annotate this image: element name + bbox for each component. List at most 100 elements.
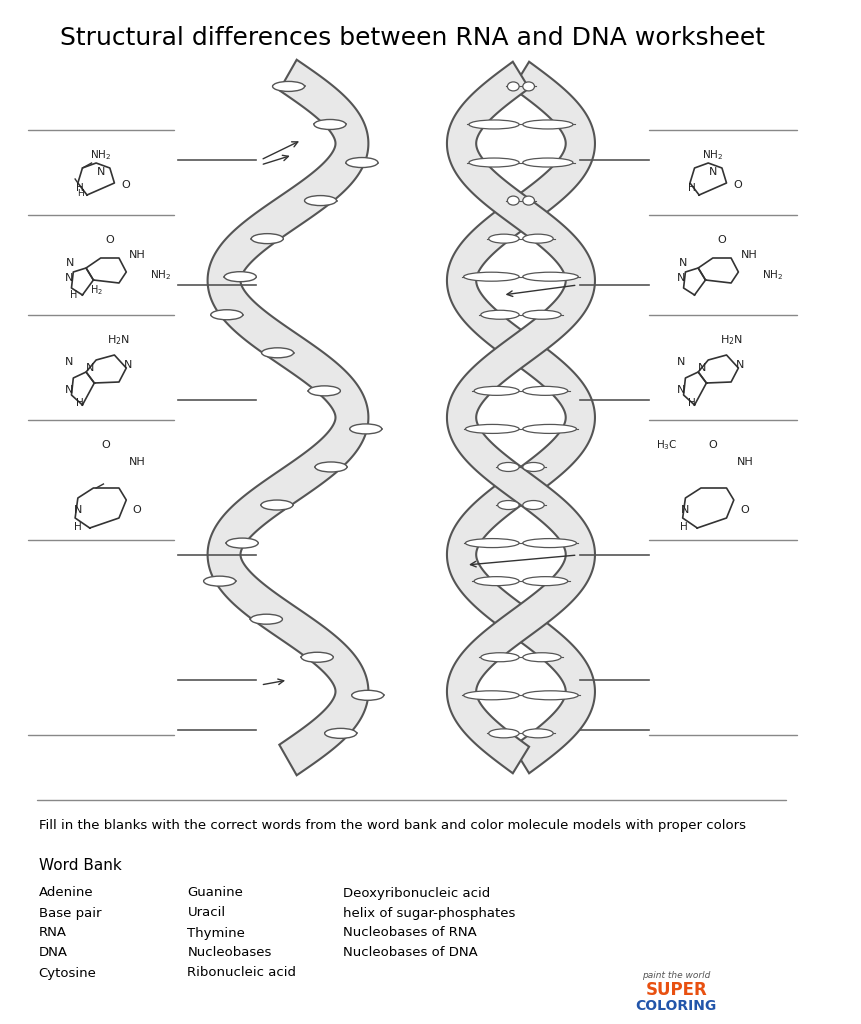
- Text: Structural differences between RNA and DNA worksheet: Structural differences between RNA and D…: [59, 26, 764, 50]
- Ellipse shape: [480, 310, 518, 319]
- Text: N: N: [66, 258, 75, 268]
- Text: N: N: [735, 360, 744, 370]
- Text: DNA: DNA: [39, 946, 67, 959]
- Ellipse shape: [272, 82, 304, 91]
- Text: H$_2$: H$_2$: [90, 283, 102, 297]
- Text: O: O: [708, 440, 716, 450]
- Text: N: N: [676, 385, 684, 395]
- Text: N: N: [73, 505, 82, 515]
- Ellipse shape: [463, 272, 518, 282]
- Text: N: N: [708, 167, 716, 177]
- Text: NH: NH: [128, 457, 146, 467]
- Ellipse shape: [480, 652, 518, 662]
- Ellipse shape: [465, 424, 518, 433]
- Text: N: N: [65, 385, 73, 395]
- Ellipse shape: [497, 463, 518, 471]
- Polygon shape: [447, 61, 594, 773]
- Ellipse shape: [304, 196, 336, 206]
- Ellipse shape: [522, 82, 534, 91]
- Text: Guanine: Guanine: [188, 887, 243, 899]
- Text: NH$_2$: NH$_2$: [761, 268, 782, 282]
- Text: NH: NH: [128, 250, 146, 260]
- Text: Nucleobases of RNA: Nucleobases of RNA: [343, 927, 476, 939]
- Text: H$_3$C: H$_3$C: [655, 438, 677, 452]
- Ellipse shape: [313, 120, 345, 129]
- Text: O: O: [716, 234, 726, 245]
- Text: RNA: RNA: [39, 927, 66, 939]
- Ellipse shape: [345, 158, 377, 168]
- Text: H$_2$N: H$_2$N: [719, 333, 741, 347]
- Text: Nucleobases: Nucleobases: [188, 946, 271, 959]
- Ellipse shape: [522, 424, 576, 433]
- Ellipse shape: [497, 501, 518, 510]
- Text: Nucleobases of DNA: Nucleobases of DNA: [343, 946, 477, 959]
- Text: O: O: [732, 180, 741, 190]
- Ellipse shape: [507, 82, 518, 91]
- Ellipse shape: [522, 196, 534, 205]
- Text: O: O: [740, 505, 748, 515]
- Polygon shape: [208, 59, 368, 775]
- Text: NH$_2$: NH$_2$: [702, 148, 722, 162]
- Ellipse shape: [522, 501, 543, 510]
- Text: Thymine: Thymine: [188, 927, 245, 939]
- Ellipse shape: [300, 652, 333, 663]
- Text: N: N: [85, 362, 94, 373]
- Text: N: N: [676, 273, 684, 283]
- Ellipse shape: [522, 234, 553, 243]
- Text: paint the world: paint the world: [641, 971, 709, 980]
- Ellipse shape: [474, 386, 518, 395]
- Text: N: N: [680, 505, 689, 515]
- Ellipse shape: [465, 539, 518, 548]
- Text: COLORING: COLORING: [635, 999, 716, 1013]
- Ellipse shape: [488, 234, 518, 243]
- Ellipse shape: [468, 158, 518, 167]
- Text: SUPER: SUPER: [645, 981, 706, 999]
- Ellipse shape: [522, 691, 578, 699]
- Ellipse shape: [522, 158, 573, 167]
- Text: Uracil: Uracil: [188, 906, 226, 920]
- Ellipse shape: [522, 463, 543, 471]
- Text: H: H: [679, 522, 687, 532]
- Ellipse shape: [261, 348, 294, 357]
- Ellipse shape: [325, 728, 356, 738]
- Text: N: N: [65, 273, 73, 283]
- Polygon shape: [447, 61, 594, 773]
- Ellipse shape: [351, 690, 383, 700]
- Ellipse shape: [203, 577, 235, 586]
- Text: H: H: [70, 290, 77, 300]
- Text: Fill in the blanks with the correct words from the word bank and color molecule : Fill in the blanks with the correct word…: [39, 818, 745, 831]
- Ellipse shape: [211, 309, 243, 319]
- Ellipse shape: [522, 577, 567, 586]
- Ellipse shape: [488, 729, 518, 738]
- Text: O: O: [121, 180, 130, 190]
- Ellipse shape: [251, 614, 282, 625]
- Ellipse shape: [522, 539, 576, 548]
- Text: Cytosine: Cytosine: [39, 967, 96, 980]
- Text: N: N: [676, 357, 684, 367]
- Text: Word Bank: Word Bank: [39, 857, 121, 872]
- Text: NH$_2$: NH$_2$: [90, 148, 111, 162]
- Ellipse shape: [522, 386, 567, 395]
- Ellipse shape: [474, 577, 518, 586]
- Text: O: O: [101, 440, 109, 450]
- Text: H: H: [76, 398, 84, 408]
- Text: Base pair: Base pair: [39, 906, 101, 920]
- Ellipse shape: [224, 271, 256, 282]
- Text: Ribonucleic acid: Ribonucleic acid: [188, 967, 296, 980]
- Text: H$_2$N: H$_2$N: [108, 333, 130, 347]
- Text: N: N: [65, 357, 73, 367]
- Text: NH: NH: [740, 250, 757, 260]
- Text: Adenine: Adenine: [39, 887, 93, 899]
- Ellipse shape: [350, 424, 381, 434]
- Ellipse shape: [226, 538, 258, 548]
- Text: N: N: [96, 167, 105, 177]
- Text: NH$_2$: NH$_2$: [149, 268, 170, 282]
- Text: H: H: [687, 398, 695, 408]
- Text: H: H: [74, 522, 82, 532]
- Ellipse shape: [522, 729, 553, 738]
- Text: H: H: [687, 183, 695, 193]
- Ellipse shape: [522, 120, 573, 129]
- Text: NH: NH: [735, 457, 753, 467]
- Ellipse shape: [522, 272, 578, 282]
- Text: Deoxyribonucleic acid: Deoxyribonucleic acid: [343, 887, 490, 899]
